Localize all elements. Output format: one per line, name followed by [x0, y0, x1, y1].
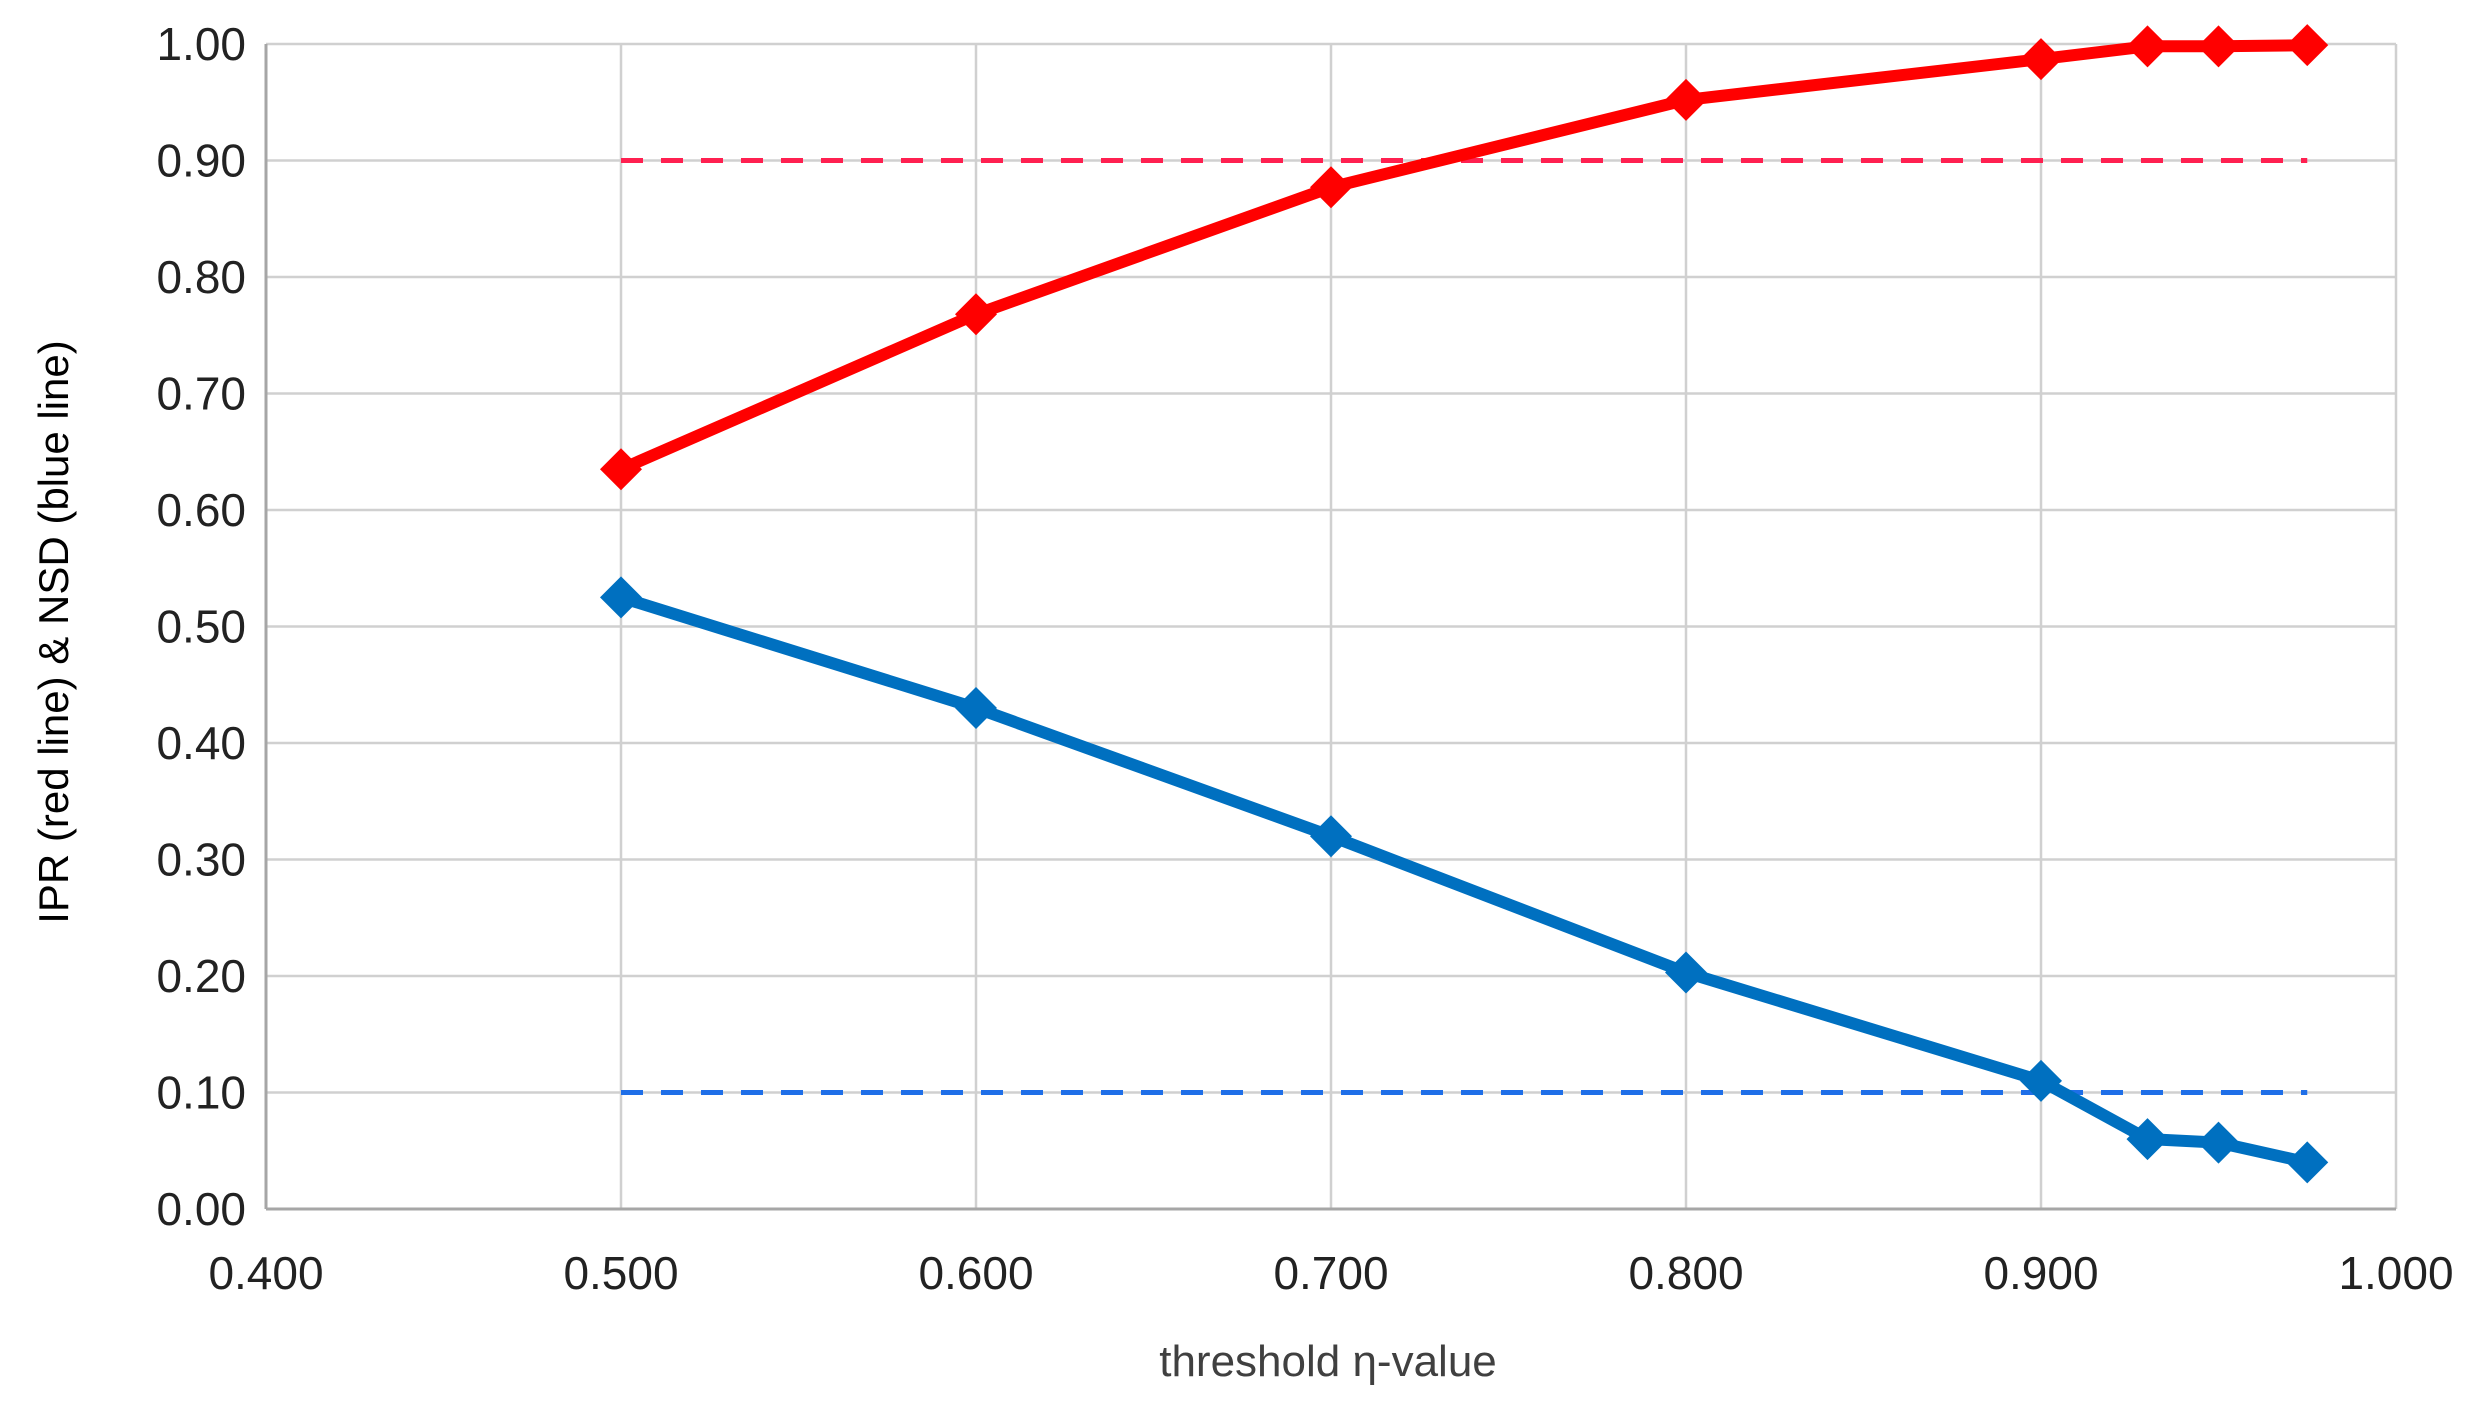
data-point	[2126, 25, 2169, 68]
data-point	[2020, 1059, 2062, 1102]
data-point	[1665, 951, 1707, 994]
grid-layer	[264, 42, 2398, 1211]
data-point	[2126, 1118, 2169, 1161]
x-tick-label: 0.500	[563, 1247, 678, 1299]
y-tick-label: 0.20	[156, 950, 246, 1002]
data-point	[955, 293, 997, 336]
y-tick-label: 0.10	[156, 1067, 246, 1119]
x-tick-label: 0.600	[918, 1247, 1033, 1299]
x-tick-label: 0.700	[1273, 1247, 1388, 1299]
x-tick-label: 1.000	[2338, 1247, 2453, 1299]
x-tick-label: 0.800	[1628, 1247, 1743, 1299]
data-point	[955, 687, 997, 730]
series-1	[600, 24, 2329, 491]
y-tick-label: 0.40	[156, 717, 246, 769]
x-axis-title: threshold η-value	[1159, 1337, 1497, 1386]
y-tick-label: 0.60	[156, 484, 246, 536]
data-point	[1310, 166, 1352, 209]
data-point	[600, 576, 642, 619]
axis-labels: threshold η-value IPR (red line) & NSD (…	[30, 340, 1497, 1386]
y-tick-label: 0.50	[156, 601, 246, 653]
y-tick-label: 0.90	[156, 135, 246, 187]
data-point	[2020, 38, 2062, 81]
data-point	[2286, 1141, 2329, 1184]
data-point	[2197, 1121, 2240, 1164]
y-tick-label: 0.30	[156, 834, 246, 886]
data-point	[1310, 815, 1352, 858]
data-point	[2197, 25, 2240, 68]
y-tick-label: 0.80	[156, 251, 246, 303]
y-tick-label: 1.00	[156, 18, 246, 70]
y-axis-title: IPR (red line) & NSD (blue line)	[30, 340, 77, 924]
x-tick-label: 0.900	[1983, 1247, 2098, 1299]
data-point	[2286, 24, 2329, 67]
data-point	[1665, 78, 1707, 121]
y-tick-label: 0.00	[156, 1183, 246, 1235]
series-2	[600, 576, 2329, 1184]
data-point	[600, 448, 642, 491]
series-layer	[600, 24, 2329, 1184]
series-line	[615, 39, 2314, 476]
x-tick-label: 0.400	[208, 1247, 323, 1299]
y-tick-label: 0.70	[156, 368, 246, 420]
axes: 0.00 0.10 0.20 0.30 0.40 0.50 0.60 0.70 0.80 0.90…	[156, 18, 2453, 1299]
